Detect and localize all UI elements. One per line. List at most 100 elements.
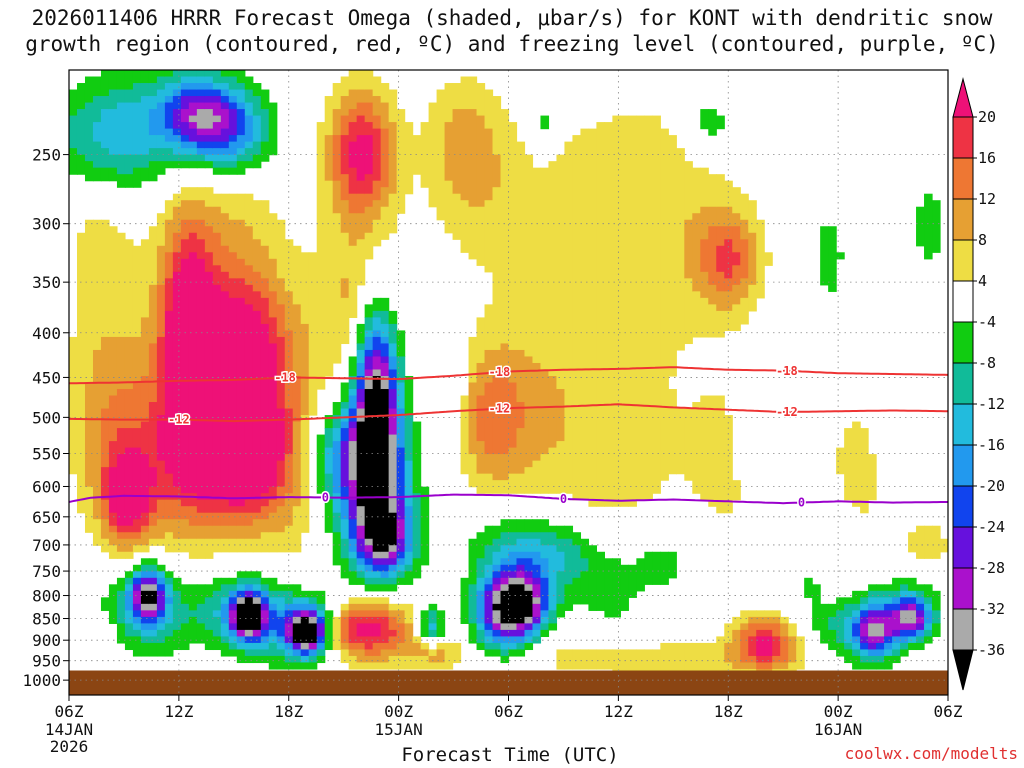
- omega-cell: [284, 454, 294, 494]
- colorbar-label: -12: [978, 395, 1005, 413]
- omega-cell: [348, 122, 358, 143]
- omega-cell: [732, 480, 741, 501]
- omega-cell: [436, 89, 446, 221]
- omega-cell: [228, 167, 238, 175]
- omega-cell: [740, 239, 749, 279]
- omega-cell: [508, 551, 518, 566]
- omega-cell: [364, 616, 374, 624]
- colorbar-label: -16: [978, 436, 1005, 454]
- omega-cell: [484, 642, 494, 651]
- omega-cell: [204, 512, 214, 527]
- omega-cell: [356, 564, 366, 572]
- omega-cell: [292, 603, 302, 611]
- omega-cell: [84, 76, 94, 104]
- omega-cell: [588, 545, 597, 611]
- omega-cell: [276, 584, 286, 592]
- omega-cell: [492, 610, 502, 624]
- omega-cell: [836, 642, 845, 657]
- omega-cell: [348, 356, 358, 377]
- omega-cell: [188, 83, 198, 91]
- x-axis-title: Forecast Time (UTC): [401, 744, 619, 766]
- omega-cell: [252, 584, 262, 592]
- omega-cell: [236, 571, 246, 579]
- omega-cell: [180, 70, 190, 78]
- omega-cell: [228, 636, 238, 644]
- omega-cell: [164, 603, 174, 624]
- omega-cell: [356, 402, 366, 410]
- omega-cell: [156, 610, 166, 618]
- omega-cell: [900, 642, 909, 651]
- omega-cell: [268, 102, 278, 156]
- omega-cell: [196, 148, 206, 156]
- omega-cell: [500, 649, 510, 657]
- omega-cell: [500, 584, 510, 592]
- omega-cell: [380, 375, 390, 390]
- omega-cell: [492, 636, 502, 644]
- omega-cell: [316, 642, 326, 651]
- omega-cell: [356, 89, 366, 104]
- omega-cell: [148, 616, 158, 624]
- omega-cell: [892, 590, 901, 598]
- omega-cell: [708, 206, 717, 227]
- omega-cell: [220, 109, 230, 130]
- omega-cell: [180, 493, 190, 507]
- omega-cell: [292, 597, 302, 605]
- omega-cell: [220, 70, 230, 78]
- omega-cell: [868, 584, 877, 592]
- omega-cell: [348, 213, 358, 247]
- omega-cell: [132, 538, 142, 546]
- omega-cell: [524, 629, 534, 638]
- omega-cell: [884, 610, 893, 618]
- omega-cell: [252, 512, 262, 520]
- omega-cell: [188, 525, 198, 540]
- omega-cell: [172, 206, 182, 234]
- omega-cell: [692, 402, 701, 494]
- omega-cell: [340, 642, 350, 651]
- colorbar-swatch: [952, 239, 974, 282]
- omega-cell: [484, 577, 494, 585]
- omega-cell: [172, 519, 182, 540]
- omega-cell: [508, 349, 518, 384]
- omega-cell: [188, 70, 198, 78]
- credit-text[interactable]: coolwx.com/modelts: [844, 744, 1018, 763]
- omega-cell: [244, 141, 254, 149]
- omega-cell: [860, 636, 869, 644]
- omega-cell: [364, 89, 374, 104]
- omega-cell: [604, 558, 613, 618]
- omega-cell: [516, 649, 526, 657]
- omega-cell: [164, 597, 174, 605]
- omega-cell: [556, 571, 566, 605]
- omega-cell: [916, 584, 925, 592]
- omega-cell: [212, 206, 222, 234]
- omega-cell: [260, 584, 270, 592]
- omega-cell: [156, 284, 166, 338]
- omega-cell: [284, 408, 294, 455]
- omega-cell: [316, 590, 326, 605]
- omega-cell: [372, 317, 382, 332]
- omega-cell: [220, 128, 230, 143]
- omega-cell: [244, 590, 254, 598]
- omega-cell: [236, 649, 246, 664]
- omega-cell: [244, 161, 254, 169]
- omega-cell: [284, 525, 294, 553]
- omega-cell: [340, 174, 350, 201]
- omega-cell: [212, 96, 222, 104]
- omega-cell: [388, 558, 398, 566]
- omega-cell: [372, 603, 382, 611]
- omega-cell: [164, 102, 174, 130]
- omega-cell: [884, 616, 893, 638]
- omega-cell: [508, 122, 518, 351]
- omega-cell: [324, 473, 334, 501]
- omega-cell: [492, 577, 502, 585]
- omega-cell: [476, 317, 486, 364]
- omega-cell: [380, 389, 390, 553]
- omega-cell: [924, 525, 933, 559]
- omega-cell: [268, 343, 278, 488]
- omega-cell: [148, 603, 158, 611]
- omega-cell: [132, 584, 142, 592]
- omega-cell: [340, 278, 350, 299]
- omega-cell: [372, 96, 382, 117]
- omega-cell: [108, 154, 118, 169]
- omega-cell: [132, 102, 142, 156]
- omega-cell: [204, 141, 214, 149]
